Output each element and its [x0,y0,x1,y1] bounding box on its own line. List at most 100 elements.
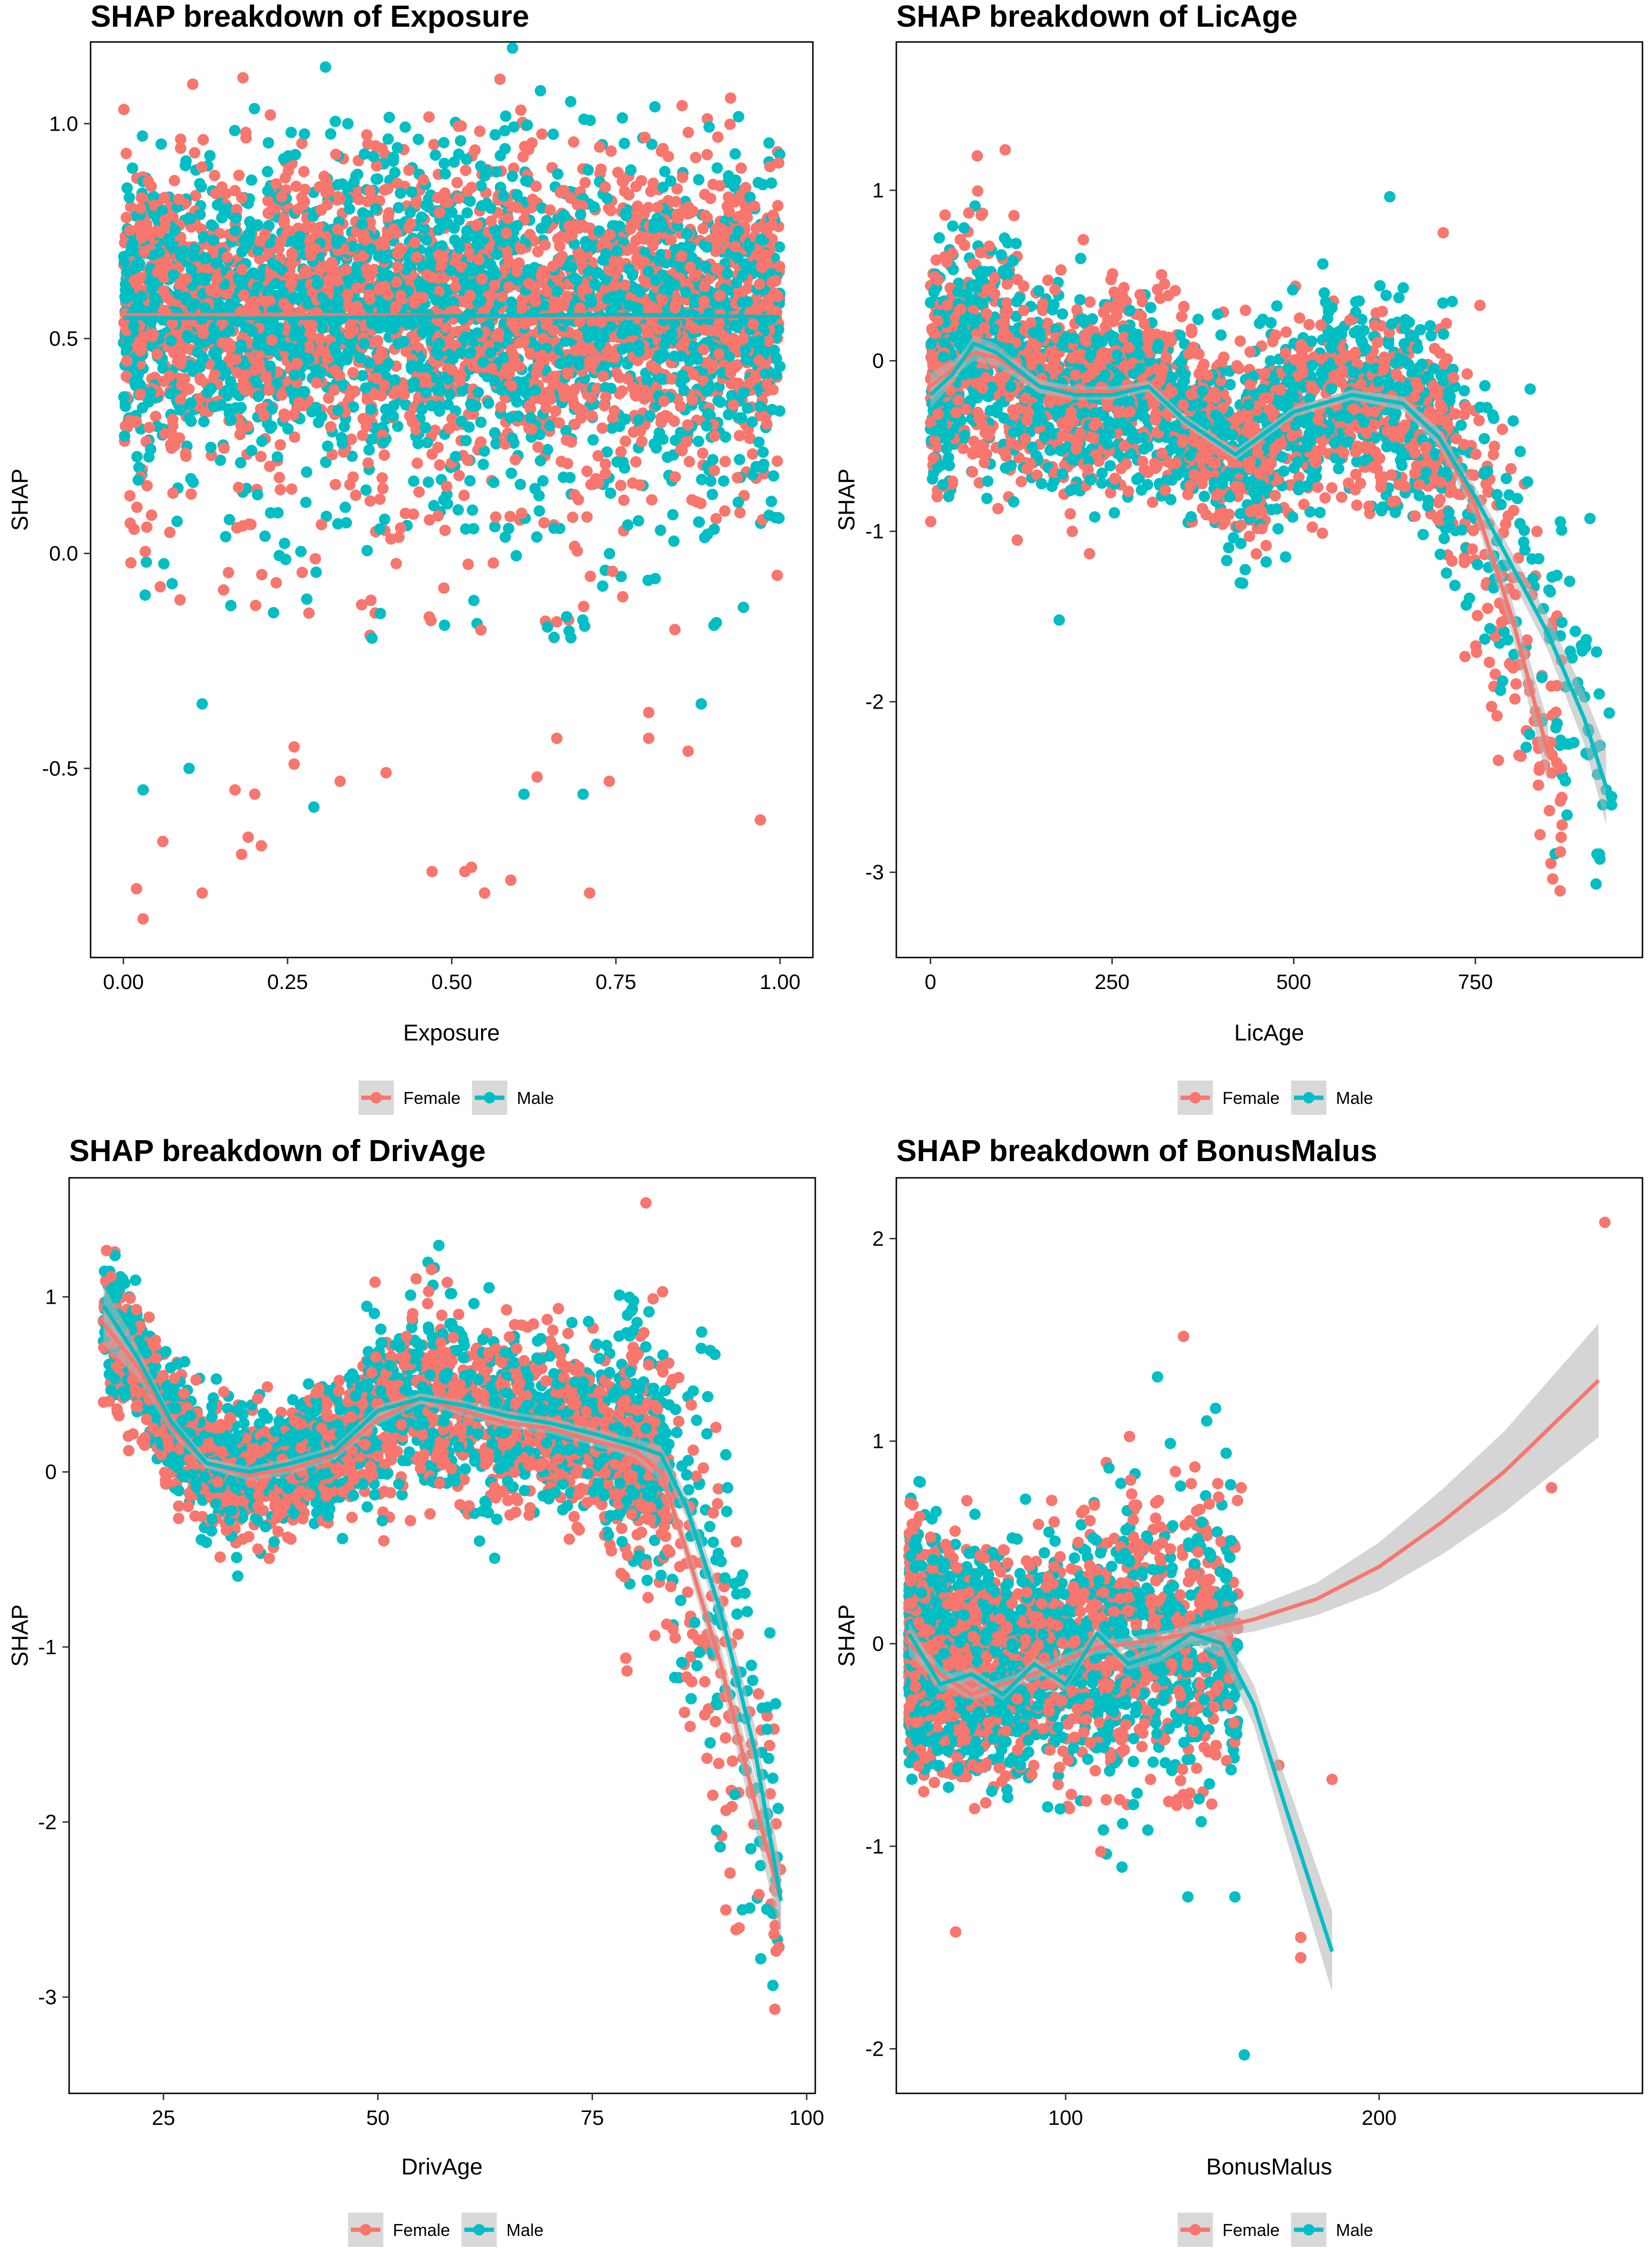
data-point [466,182,478,193]
data-point [1505,463,1517,474]
data-point [766,403,778,415]
data-point [707,361,718,373]
data-point [677,171,688,183]
data-point [439,525,451,536]
data-point [309,553,321,565]
data-point [118,103,130,115]
data-point [158,558,170,570]
data-point [220,366,232,378]
data-point [146,283,158,295]
data-point [753,436,765,448]
data-point [329,364,341,376]
data-point [204,150,216,162]
data-point [712,395,724,407]
data-point [184,213,196,225]
data-point [500,110,512,122]
data-point [150,411,162,422]
data-point [310,377,322,389]
data-point [588,201,600,213]
data-point [728,399,739,411]
y-axis-title: SHAP [8,469,33,531]
data-point [270,278,282,289]
data-point [246,326,258,337]
data-point [264,360,276,372]
data-point [325,128,337,140]
data-point [141,556,152,568]
outlier-point [157,835,169,847]
data-point [681,228,693,240]
data-point [734,453,746,465]
data-point [285,126,297,138]
data-point [404,206,416,218]
data-point [155,138,167,150]
data-point [455,135,466,147]
data-point [754,401,766,412]
data-point [676,100,688,112]
data-point [527,194,539,206]
data-point [519,141,531,153]
data-point [412,361,424,373]
data-point [137,231,149,243]
data-point [174,394,186,406]
data-point [225,600,237,611]
data-point [474,125,486,137]
data-point [471,239,483,251]
data-point [611,456,623,468]
data-point [266,334,278,346]
data-point [225,414,237,426]
data-point [134,272,146,284]
data-point [503,281,515,293]
data-point [699,280,711,292]
data-point [395,187,406,199]
data-point [504,511,516,523]
data-point [611,245,623,257]
data-point [495,384,507,396]
data-point [763,137,775,149]
data-point [701,212,713,224]
data-point [174,142,186,154]
data-point [371,173,383,185]
outlier-point [131,883,143,895]
data-point [205,442,217,453]
data-point [210,187,222,199]
data-point [503,523,514,535]
data-point [444,389,456,401]
data-point [675,401,687,412]
data-point [484,347,496,359]
data-point [238,289,250,301]
data-point [623,189,635,201]
data-point [453,470,465,482]
data-point [472,386,484,398]
data-point [600,468,611,480]
data-point [693,435,704,447]
data-point [557,384,569,396]
data-point [403,164,415,176]
data-point [534,85,546,97]
data-point [176,380,187,391]
data-point [647,177,659,189]
data-point [325,421,337,433]
data-point [599,181,611,193]
data-point [250,599,262,611]
data-point [388,224,400,235]
data-point [623,263,635,275]
data-point [616,385,628,397]
data-point [453,192,464,204]
data-point [556,211,568,223]
data-point [166,578,178,590]
data-point [542,621,554,633]
data-point [774,260,786,272]
data-point [125,557,137,569]
data-point [659,165,671,177]
data-point [256,435,268,447]
data-point [363,444,375,456]
data-point [665,234,677,246]
y-tick-label: 0.5 [49,327,78,350]
data-point [168,175,180,186]
data-point [180,291,192,303]
data-point [329,115,341,127]
data-point [561,611,573,623]
data-point [388,323,400,335]
data-point [615,479,627,491]
data-point [121,355,133,367]
